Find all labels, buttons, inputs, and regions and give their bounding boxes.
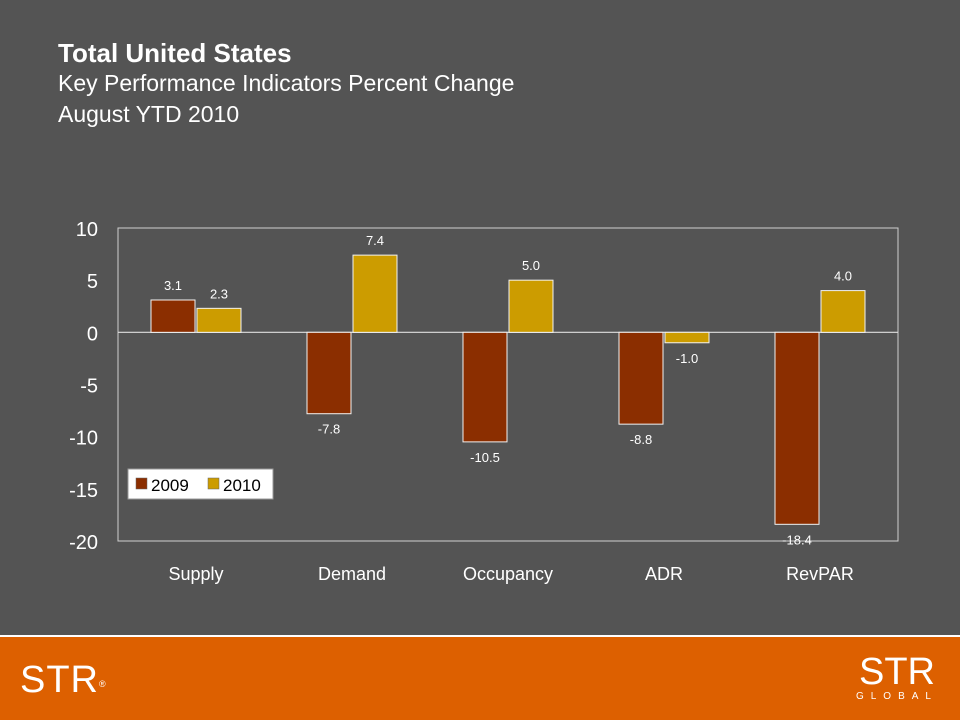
bar-2009-revpar xyxy=(774,331,820,525)
bar-2009-demand xyxy=(306,331,352,415)
bar-2010-supply xyxy=(196,307,242,333)
bar-2010-demand xyxy=(352,254,398,333)
bar-2010-occupancy xyxy=(508,279,554,333)
data-label: 4.0 xyxy=(834,269,852,284)
legend-swatch-2009 xyxy=(135,477,148,490)
page-title: Total United States xyxy=(58,38,292,68)
footer-bar: STR® STR GLOBAL xyxy=(0,637,960,720)
y-tick-label: 0 xyxy=(87,323,98,345)
data-label: 7.4 xyxy=(366,233,384,248)
data-label: -8.8 xyxy=(630,432,652,447)
x-tick-label: RevPAR xyxy=(786,564,854,584)
str-global-logo-main: STR xyxy=(858,651,935,693)
y-tick-label: 5 xyxy=(87,271,98,293)
legend-label-2010: 2010 xyxy=(223,476,261,495)
data-label: -7.8 xyxy=(318,422,340,437)
bar-2009-supply xyxy=(150,299,196,333)
bar-2009-adr xyxy=(618,331,664,425)
str-logo-left-text: STR xyxy=(20,659,99,701)
bar-2010-adr xyxy=(664,331,710,344)
x-tick-label: Occupancy xyxy=(463,564,553,584)
bar-chart: 10 5 0 -5 -10 -15 -20 3.1 2.3 Supply -7.8 7.4 Demand… xyxy=(69,219,899,584)
page-subtitle-1: Key Performance Indicators Percent Chang… xyxy=(58,70,515,96)
data-label: -18.4 xyxy=(782,532,812,547)
y-tick-label: -10 xyxy=(69,428,98,450)
data-label: 5.0 xyxy=(522,258,540,273)
str-global-logo: STR GLOBAL xyxy=(855,651,938,702)
legend-swatch-2010 xyxy=(207,477,220,490)
y-tick-label: -20 xyxy=(69,532,98,554)
str-global-logo-sub: GLOBAL xyxy=(855,691,938,702)
str-logo-left: STR® xyxy=(20,659,107,701)
data-label: -1.0 xyxy=(676,351,698,366)
y-tick-label: 10 xyxy=(76,219,98,241)
title-block: Total United States Key Performance Indi… xyxy=(58,38,514,130)
plot-area xyxy=(117,227,899,542)
y-tick-label: -15 xyxy=(69,480,98,502)
legend-label-2009: 2009 xyxy=(151,476,189,495)
data-label: -10.5 xyxy=(470,450,500,465)
x-tick-label: Demand xyxy=(318,564,386,584)
bar-2009-occupancy xyxy=(462,331,508,443)
footer-divider xyxy=(0,635,960,637)
legend-box xyxy=(127,468,274,500)
x-tick-label: Supply xyxy=(168,564,223,584)
data-label: 3.1 xyxy=(164,278,182,293)
y-tick-label: -5 xyxy=(80,376,98,398)
data-label: 2.3 xyxy=(210,286,228,301)
page-subtitle-2: August YTD 2010 xyxy=(58,101,240,127)
bar-2010-revpar xyxy=(820,290,866,333)
x-tick-label: ADR xyxy=(645,564,683,584)
